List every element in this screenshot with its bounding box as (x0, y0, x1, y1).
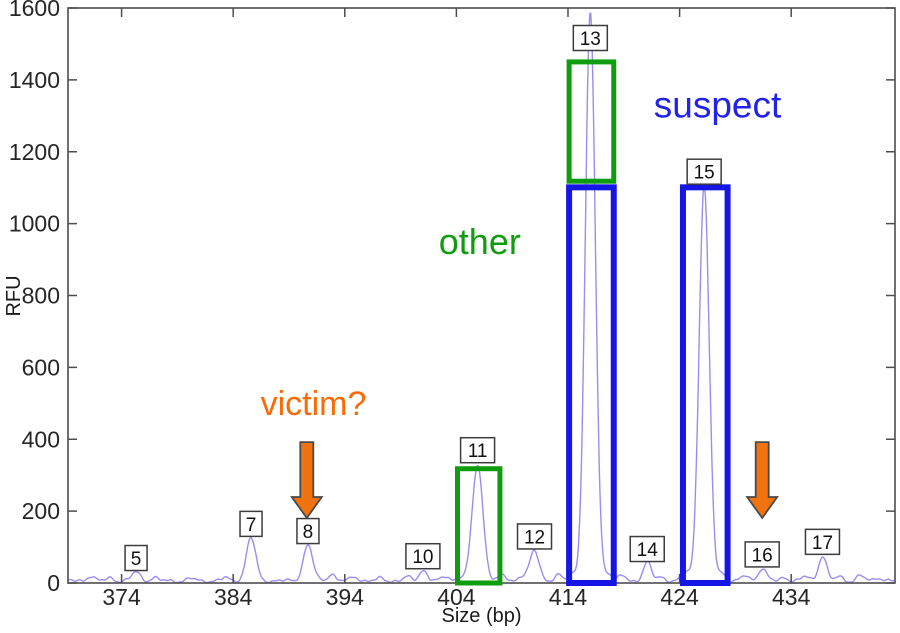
other-box-peak-13-top (566, 59, 617, 184)
x-tick-label: 414 (549, 584, 588, 610)
peak-label: 8 (303, 522, 314, 543)
highlight-boxes (455, 59, 731, 586)
x-tick-label: 404 (437, 584, 476, 610)
y-tick-label: 1400 (9, 67, 60, 93)
y-tick-label: 1200 (9, 139, 60, 165)
victim-arrow-peak-8-down-arrow-icon (290, 441, 324, 520)
x-tick-label: 374 (102, 584, 141, 610)
peak-label-box (124, 544, 148, 572)
other-box-peak-11 (455, 466, 503, 586)
x-tick-label: 434 (772, 584, 811, 610)
peak-label-box (405, 542, 441, 570)
y-tick-label: 0 (47, 570, 60, 596)
y-tick-label: 200 (22, 498, 60, 524)
y-tick-label: 600 (22, 354, 60, 380)
annotation-other: other (438, 220, 521, 262)
suspect-box-peak-13 (566, 184, 617, 586)
annotation-victim: victim? (260, 385, 367, 424)
annotation-suspect: suspect (653, 84, 782, 126)
x-tick-label: 394 (326, 584, 365, 610)
x-tick-label: 424 (660, 584, 699, 610)
peak-label: 10 (412, 547, 433, 568)
peak-label: 15 (694, 163, 715, 184)
peak-label-box (516, 523, 553, 550)
victim-arrows (290, 441, 779, 520)
peak-label-box (572, 24, 609, 52)
peak-allele-labels: 5 7 8 10 11 12 13 14 15 16 17 (124, 24, 841, 572)
peak-label-box (629, 535, 665, 563)
peak-label: 11 (468, 441, 488, 462)
peak-label: 12 (524, 527, 545, 548)
peak-label: 16 (752, 545, 773, 566)
victim-arrow-peak-16-down-arrow-icon (745, 441, 779, 520)
peak-label-box (804, 528, 841, 556)
x-tick-label: 384 (214, 584, 253, 610)
peak-label: 14 (637, 540, 659, 561)
peak-label: 7 (246, 515, 257, 536)
peak-label: 5 (131, 549, 142, 570)
tick-labels: 374 384 394 404 414 424 434 0 200 400 600 800 1000 12… (9, 0, 811, 610)
y-tick-label: 1000 (9, 211, 60, 237)
y-tick-label: 800 (22, 283, 60, 309)
suspect-box-peak-15 (679, 184, 731, 586)
peak-label-box (686, 158, 722, 185)
peak-label-box (744, 541, 780, 568)
y-axis-label: RFU (3, 274, 25, 317)
y-tick-label: 400 (22, 426, 60, 452)
peak-label: 13 (580, 29, 601, 50)
peak-label-box (239, 510, 263, 538)
peak-label: 17 (812, 533, 833, 554)
peak-label-box (296, 517, 320, 545)
x-axis-label: Size (bp) (441, 605, 522, 627)
peak-label-box (459, 436, 496, 464)
y-tick-label: 1600 (9, 0, 60, 21)
